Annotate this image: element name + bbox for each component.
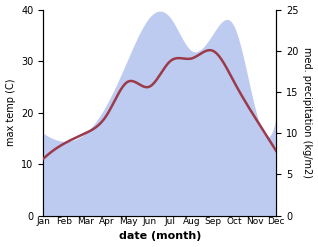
Y-axis label: max temp (C): max temp (C) (5, 79, 16, 146)
X-axis label: date (month): date (month) (119, 231, 201, 242)
Y-axis label: med. precipitation (kg/m2): med. precipitation (kg/m2) (302, 47, 313, 178)
